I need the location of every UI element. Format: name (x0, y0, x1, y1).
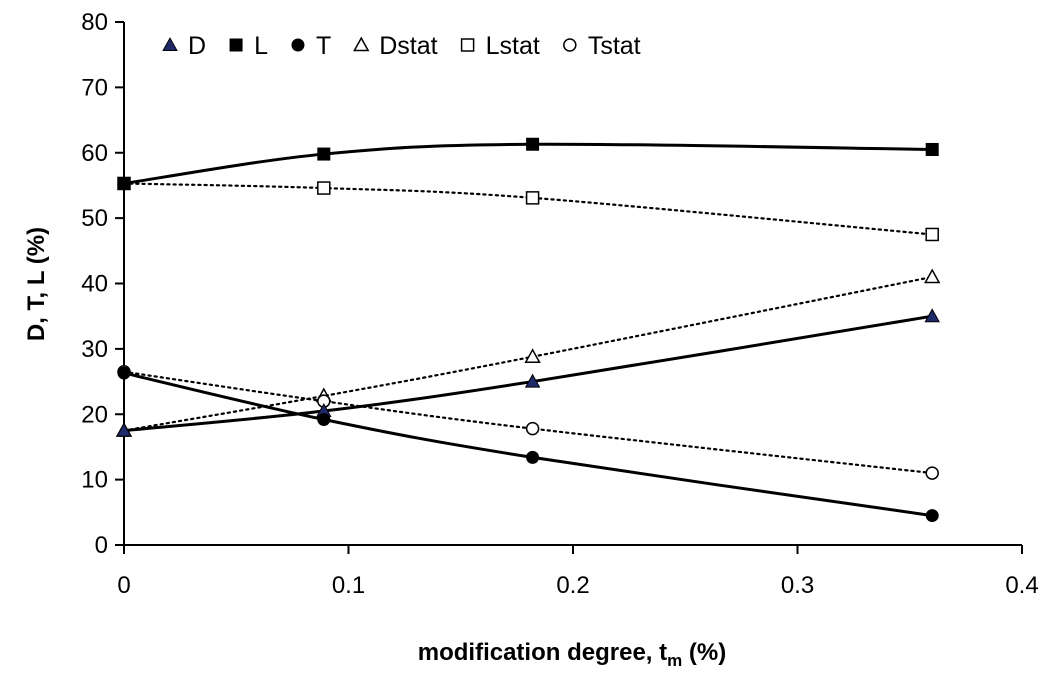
legend-marker-l (229, 38, 243, 52)
point-d (924, 308, 940, 323)
legend-marker-t (291, 38, 305, 52)
legend-item-tstat: Tstat (563, 32, 641, 60)
point-lstat (525, 191, 540, 205)
legend-item-lstat: Lstat (460, 32, 540, 60)
x-tick-label: 0.1 (332, 572, 365, 599)
point-dstat (524, 348, 541, 363)
x-axis-title-suffix: (%) (682, 639, 726, 666)
y-tick-label: 80 (81, 9, 108, 36)
point-lstat (925, 227, 939, 242)
legend-item-t: T (291, 32, 331, 60)
x-axis-title: modification degree, tm (%) (418, 639, 727, 670)
point-tstat (925, 466, 939, 480)
point-l (317, 147, 331, 161)
point-t (117, 366, 131, 380)
legend-marker-lstat (460, 38, 475, 52)
point-l (526, 137, 540, 151)
legend-label-t: T (316, 32, 331, 60)
legend-label-lstat: Lstat (486, 32, 540, 60)
legend-label-l: L (254, 32, 268, 60)
series-line-tstat (122, 370, 934, 475)
series-line-d (123, 314, 933, 433)
series-lstat (117, 176, 939, 242)
legend-item-l: L (229, 32, 268, 60)
series-line-t (123, 371, 933, 518)
legend-marker-d (162, 37, 178, 52)
point-d (524, 373, 541, 388)
point-l (117, 176, 131, 190)
x-tick-label: 0.2 (556, 572, 589, 599)
point-tstat (525, 421, 540, 436)
series-line-l (123, 142, 933, 185)
point-d (116, 422, 132, 437)
legend-item-d: D (162, 32, 206, 60)
y-tick-label: 10 (81, 467, 108, 494)
y-tick-label: 70 (81, 74, 108, 101)
legend-label-tstat: Tstat (588, 32, 641, 60)
legend-marker-tstat (563, 38, 577, 52)
legend-marker-dstat (353, 36, 370, 52)
y-tick-label: 0 (95, 532, 108, 559)
x-axis-title-main: modification degree, t (418, 639, 667, 666)
series-line-dstat (122, 275, 934, 432)
series-layer (115, 137, 941, 523)
y-tick-label: 30 (81, 336, 108, 363)
series-d (116, 308, 940, 437)
y-tick-label: 60 (81, 140, 108, 167)
legend: D L T Dstat Lstat Tstat (162, 32, 641, 60)
point-t (526, 450, 540, 464)
axes: 0 10 20 30 40 50 60 70 80 0 0.1 0.2 0.3 0.4 (81, 9, 1038, 599)
legend-label-dstat: Dstat (379, 32, 437, 60)
series-l (117, 137, 939, 190)
y-tick-label: 20 (81, 401, 108, 428)
point-l (925, 142, 939, 156)
y-axis-title: D, T, L (%) (23, 227, 50, 341)
legend-item-dstat: Dstat (353, 32, 438, 60)
x-axis-title-subscript: m (667, 651, 682, 670)
x-tick-label: 0.4 (1005, 572, 1038, 599)
series-t (117, 366, 939, 523)
series-line-lstat (122, 182, 934, 236)
y-tick-label: 50 (81, 205, 108, 232)
point-dstat (924, 268, 941, 284)
point-t (317, 412, 331, 426)
x-tick-label: 0.3 (781, 572, 814, 599)
x-tick-label: 0 (117, 572, 130, 599)
series-dstat (115, 268, 941, 437)
point-t (925, 509, 939, 523)
point-lstat (317, 181, 331, 195)
y-tick-label: 40 (81, 271, 108, 298)
legend-label-d: D (188, 32, 206, 60)
